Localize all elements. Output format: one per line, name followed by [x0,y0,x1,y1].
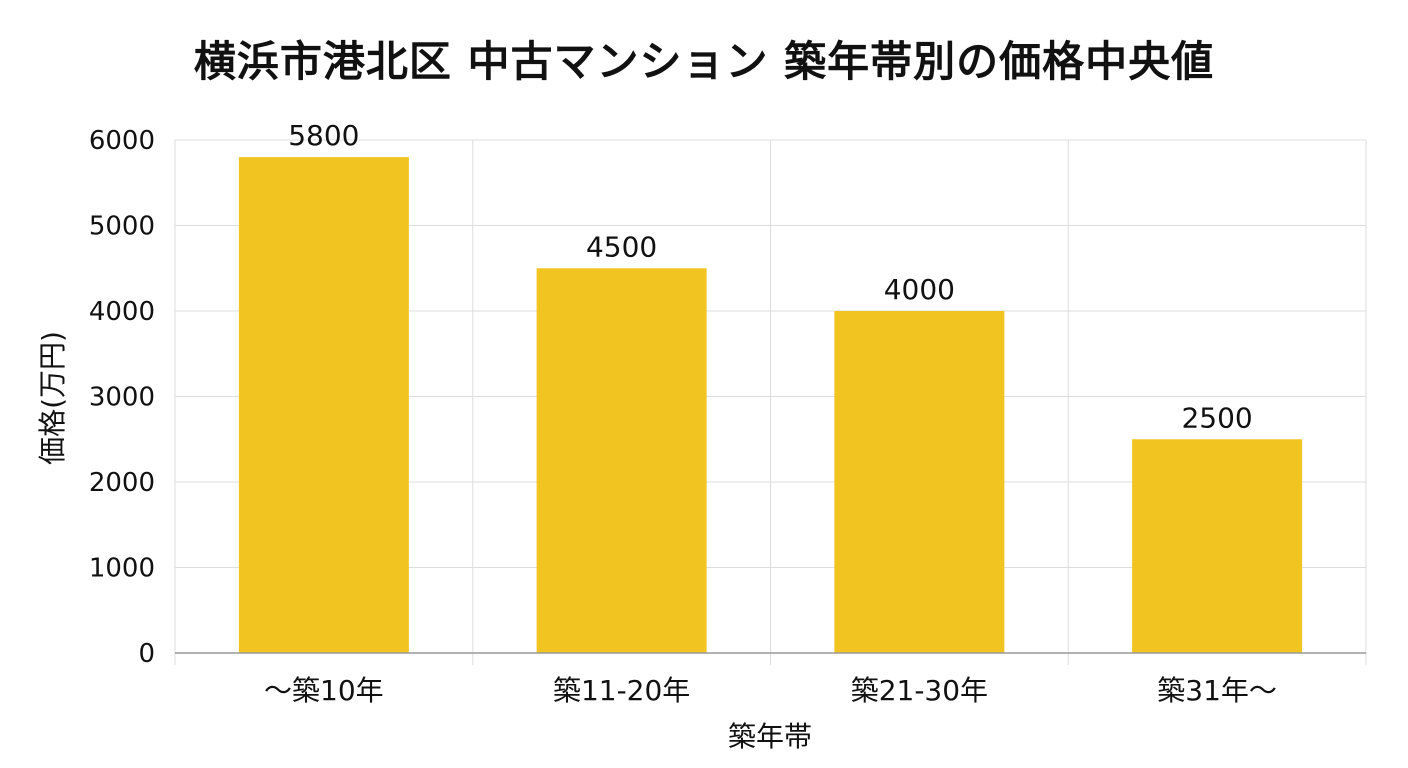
y-tick-label: 1000 [89,554,155,584]
chart-title: 横浜市港北区 中古マンション 築年帯別の価格中央値 [193,37,1215,86]
bars [238,157,1303,653]
x-tick-label: 築31年～ [1157,674,1277,707]
bar [834,311,1005,653]
y-tick-label: 3000 [89,383,155,413]
bar [536,268,707,653]
data-label: 4500 [586,230,657,263]
x-tick-label: ～築10年 [264,674,384,707]
data-label: 2500 [1181,401,1252,434]
y-tick-label: 2000 [89,468,155,498]
data-label: 4000 [884,273,955,306]
y-tick-label: 6000 [89,126,155,156]
bar [238,157,409,653]
y-tick-label: 0 [138,639,155,669]
data-label: 5800 [288,119,359,152]
y-tick-label: 4000 [89,297,155,327]
y-tick-label: 5000 [89,212,155,242]
x-axis-label: 築年帯 [728,720,812,753]
y-axis-label: 価格(万円) [36,331,69,465]
x-tick-label: 築11-20年 [553,674,690,707]
labels: 0 1000 2000 3000 4000 5000 6000 5800 ～築10年 4500 築1… [89,119,1277,707]
x-tick-label: 築21-30年 [851,674,988,707]
bar [1132,439,1303,653]
